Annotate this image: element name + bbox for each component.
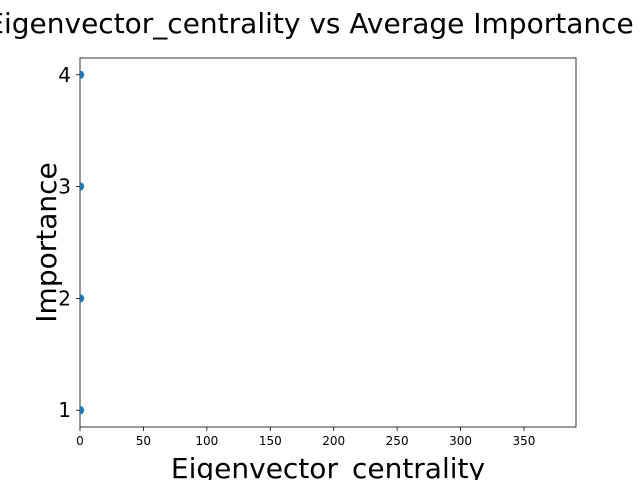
x-tick-label: 150: [259, 434, 282, 448]
y-tick-label: 1: [58, 398, 71, 422]
x-tick-label: 100: [195, 434, 218, 448]
x-tick-label: 200: [322, 434, 345, 448]
y-axis-label: Importance: [30, 162, 63, 322]
data-points: [80, 70, 85, 415]
x-tick-label: 350: [513, 434, 536, 448]
chart-title: Eigenvector_centrality vs Average Import…: [0, 7, 634, 40]
x-tick-label: 300: [449, 434, 472, 448]
y-tick-label: 2: [58, 286, 71, 310]
data-point: [80, 294, 85, 303]
x-tick-label: 0: [76, 434, 84, 448]
data-point: [80, 406, 85, 415]
y-axis: 1 2 3 4: [58, 63, 80, 422]
y-tick-label: 3: [58, 175, 71, 199]
x-tick-label: 250: [386, 434, 409, 448]
plot-area: [79, 57, 577, 428]
x-tick-label: 50: [136, 434, 151, 448]
data-point: [80, 182, 85, 191]
x-axis-label: Eigenvector_centrality: [171, 452, 485, 480]
y-tick-label: 4: [58, 63, 71, 87]
x-axis: 0 50 100 150 200 250 300 350: [76, 427, 535, 448]
data-point: [80, 70, 85, 79]
